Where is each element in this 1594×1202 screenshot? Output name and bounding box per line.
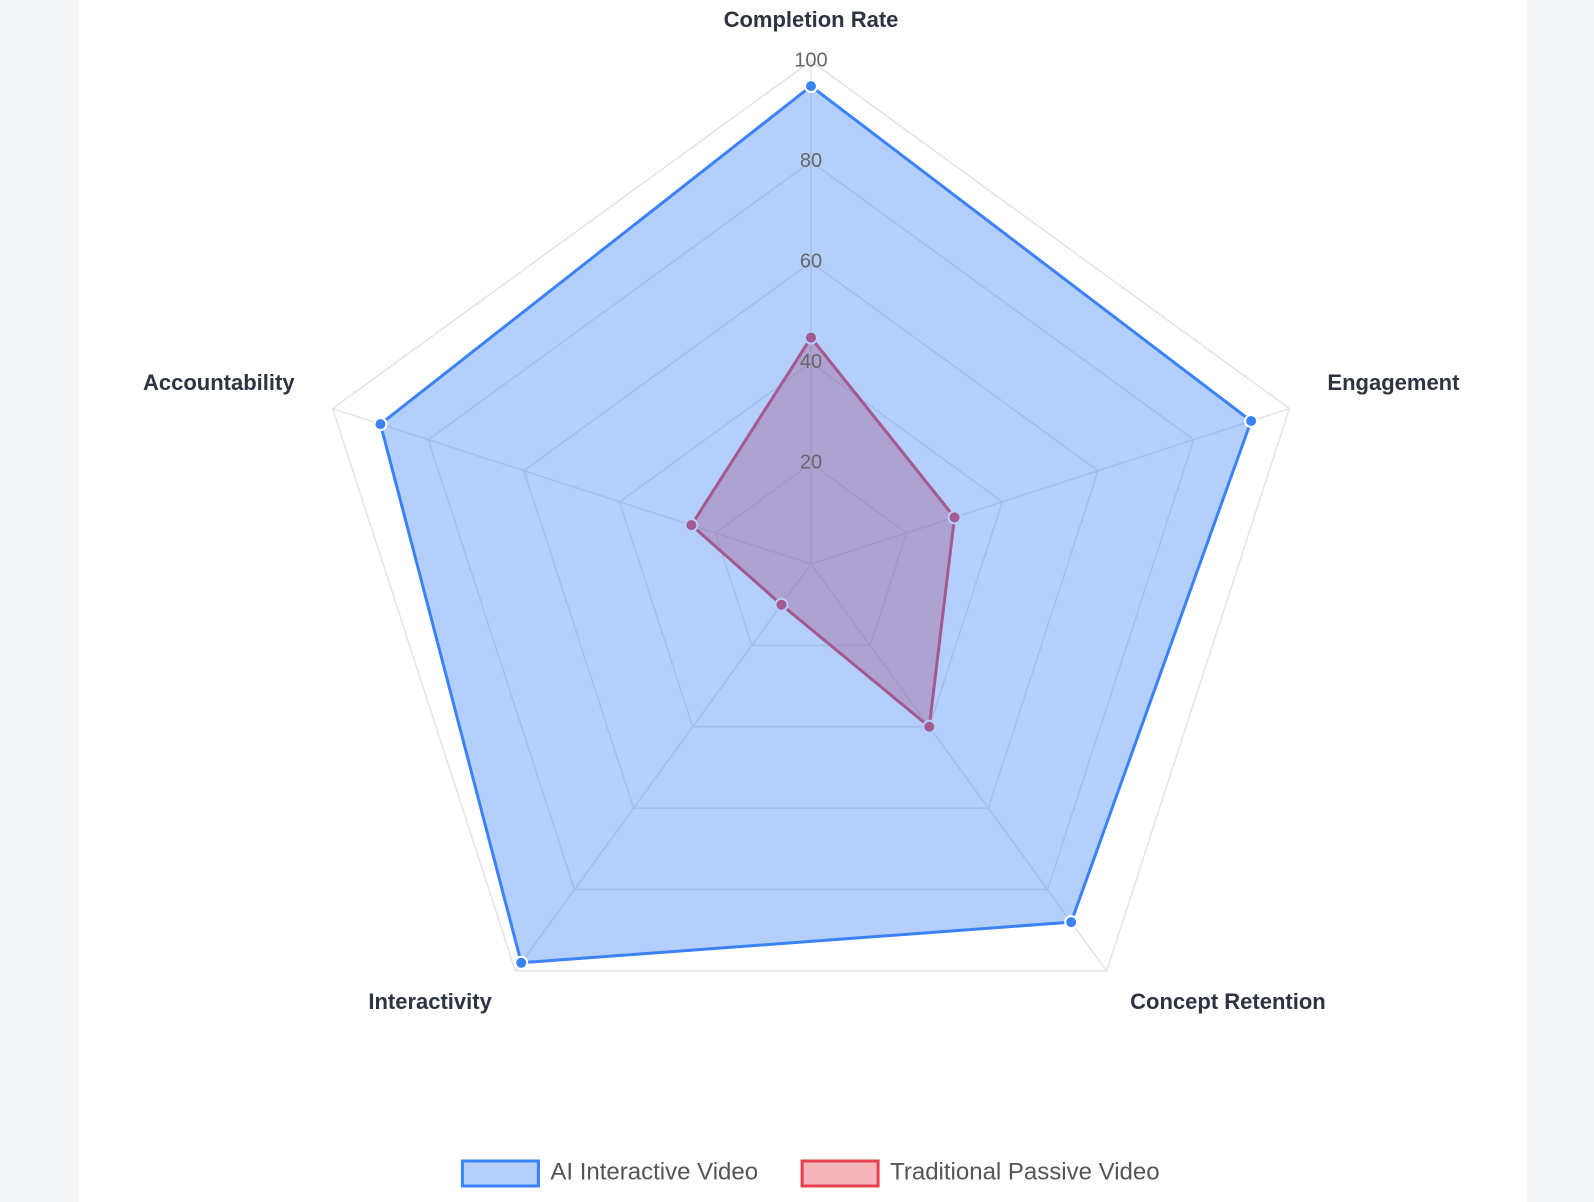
series-area	[378, 84, 1253, 965]
legend-swatch	[460, 1159, 540, 1188]
series-area	[689, 336, 957, 729]
tick-label: 60	[800, 250, 822, 272]
legend: AI Interactive Video Traditional Passive …	[460, 1158, 1160, 1188]
tick-label: 40	[800, 351, 822, 373]
legend-swatch	[800, 1159, 880, 1188]
axis-label: Interactivity	[368, 989, 492, 1014]
point	[373, 417, 388, 432]
grid-ring	[523, 261, 1099, 809]
grid-ring	[427, 160, 1195, 891]
grid-ring	[714, 462, 908, 647]
legend-text: Traditional Passive Video	[890, 1158, 1159, 1185]
axis-label: Concept Retention	[1130, 989, 1326, 1014]
point	[1064, 915, 1079, 930]
point	[804, 79, 818, 94]
point	[514, 955, 529, 970]
spoke	[810, 563, 1108, 972]
point	[1244, 413, 1259, 428]
axis-label: Accountability	[143, 370, 295, 395]
point	[922, 719, 937, 734]
card	[79, 0, 1527, 1202]
point	[774, 597, 789, 612]
spoke	[514, 563, 812, 972]
tick-label: 100	[794, 49, 827, 71]
axis-label: Engagement	[1327, 370, 1460, 395]
spoke	[810, 407, 1290, 565]
tick-label: 20	[800, 452, 822, 474]
legend-text: AI Interactive Video	[550, 1158, 758, 1185]
axis-label: Completion Rate	[724, 7, 899, 32]
spoke	[332, 407, 812, 565]
grid-ring	[618, 361, 1004, 728]
tick-label: 80	[800, 150, 822, 172]
point	[684, 518, 699, 533]
grid-ring	[331, 60, 1291, 972]
point	[947, 510, 962, 525]
point	[804, 330, 818, 345]
